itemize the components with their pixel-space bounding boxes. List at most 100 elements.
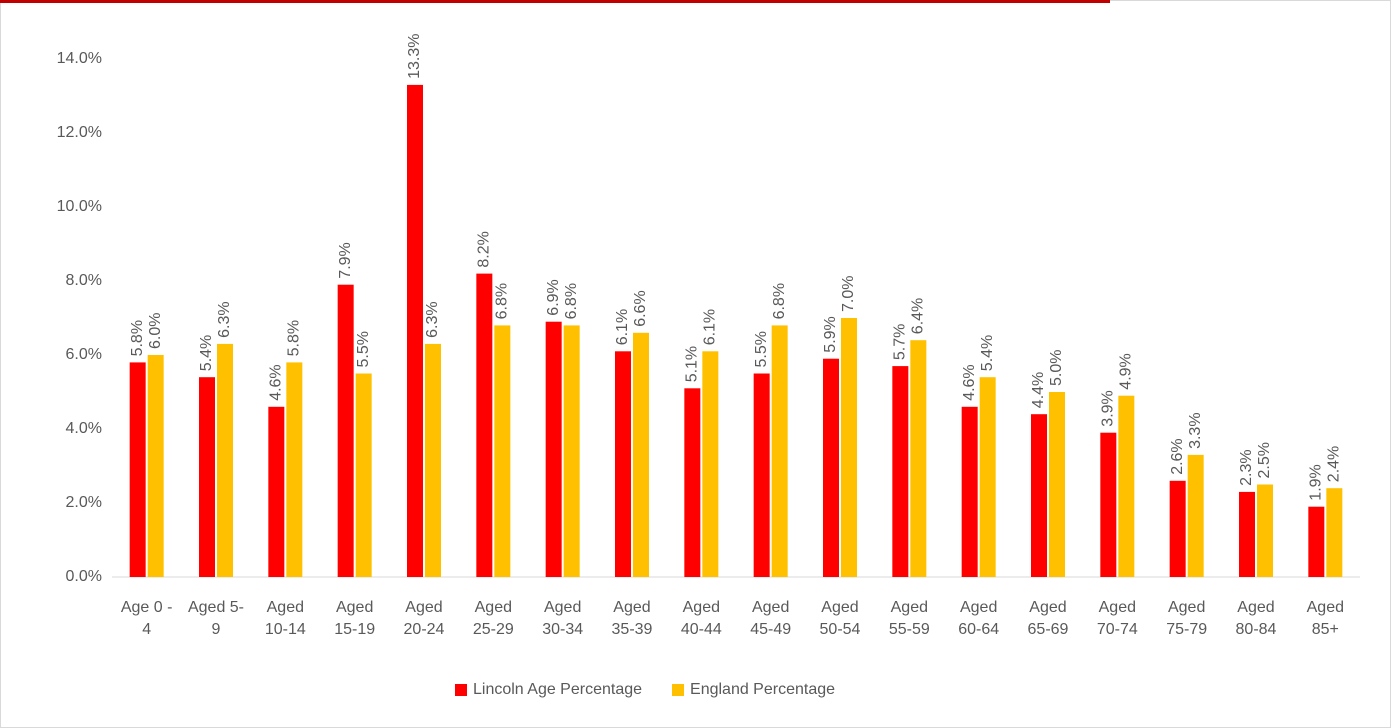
data-label: 5.9% bbox=[822, 316, 839, 352]
bar bbox=[337, 284, 354, 577]
legend-label: Lincoln Age Percentage bbox=[473, 681, 642, 698]
x-tick-label: Aged 30-34 bbox=[542, 599, 584, 638]
bar bbox=[771, 325, 788, 577]
bar bbox=[961, 406, 978, 577]
data-label: 6.1% bbox=[614, 309, 631, 345]
data-label: 6.1% bbox=[702, 309, 719, 345]
data-label: 4.9% bbox=[1118, 353, 1135, 389]
bar bbox=[823, 358, 839, 577]
data-label: 7.0% bbox=[840, 276, 857, 312]
bar bbox=[1031, 414, 1047, 577]
data-label: 5.4% bbox=[979, 335, 996, 371]
data-label: 4.4% bbox=[1030, 372, 1047, 408]
bar bbox=[979, 377, 996, 577]
bar bbox=[892, 366, 909, 577]
data-label: 2.4% bbox=[1326, 446, 1343, 482]
data-label: 5.8% bbox=[129, 320, 146, 356]
data-label: 13.3% bbox=[406, 34, 423, 79]
x-tick-label: Aged 75-79 bbox=[1166, 599, 1208, 638]
bar bbox=[1257, 484, 1273, 577]
bar bbox=[476, 273, 493, 577]
bar bbox=[355, 373, 372, 577]
y-tick-label: 0.0% bbox=[66, 568, 102, 585]
data-label: 1.9% bbox=[1308, 464, 1325, 500]
data-label: 2.3% bbox=[1238, 449, 1255, 485]
x-tick-label: Aged 35-39 bbox=[611, 599, 653, 638]
data-label: 5.5% bbox=[753, 331, 770, 367]
bar bbox=[1239, 491, 1255, 577]
bar bbox=[268, 406, 285, 577]
bar bbox=[1326, 488, 1343, 577]
data-label: 2.5% bbox=[1256, 442, 1273, 478]
x-tick-label: Aged 65-69 bbox=[1027, 599, 1069, 638]
x-tick-label: Aged 25-29 bbox=[472, 599, 514, 638]
x-tick-label: Aged 85+ bbox=[1306, 599, 1344, 638]
data-label: 6.9% bbox=[545, 279, 562, 315]
bar bbox=[407, 84, 423, 578]
legend-swatch bbox=[455, 684, 467, 696]
y-tick-label: 10.0% bbox=[57, 198, 102, 215]
bar bbox=[1187, 454, 1204, 577]
data-label: 4.6% bbox=[268, 364, 285, 400]
x-tick-label: Aged 50-54 bbox=[819, 599, 861, 638]
x-tick-label: Aged 15-19 bbox=[334, 599, 376, 638]
bar bbox=[286, 362, 303, 577]
bar bbox=[841, 318, 857, 577]
bar bbox=[1169, 480, 1186, 577]
x-tick-label: Aged 45-49 bbox=[750, 599, 792, 638]
x-tick-label: Aged 10-14 bbox=[264, 599, 306, 638]
data-label: 5.8% bbox=[286, 320, 303, 356]
data-label: 6.8% bbox=[771, 283, 788, 319]
bar bbox=[1100, 432, 1117, 577]
bar bbox=[425, 343, 441, 577]
data-label: 6.3% bbox=[424, 301, 441, 337]
bar bbox=[129, 362, 146, 577]
y-tick-label: 6.0% bbox=[66, 346, 102, 363]
data-label: 8.2% bbox=[476, 231, 493, 267]
bar bbox=[494, 325, 511, 577]
x-tick-label: Aged 40-44 bbox=[680, 599, 722, 638]
y-tick-label: 12.0% bbox=[57, 124, 102, 141]
bar bbox=[1118, 395, 1135, 577]
bar bbox=[1049, 392, 1065, 577]
x-tick-label: Aged 20-24 bbox=[403, 599, 445, 638]
bar bbox=[684, 388, 701, 577]
bar bbox=[563, 325, 580, 577]
data-label: 6.8% bbox=[494, 283, 511, 319]
data-label: 6.4% bbox=[910, 298, 927, 334]
y-tick-label: 8.0% bbox=[66, 272, 102, 289]
data-label: 6.3% bbox=[216, 301, 233, 337]
data-label: 5.5% bbox=[355, 331, 372, 367]
bar bbox=[910, 340, 927, 577]
data-label: 4.6% bbox=[961, 364, 978, 400]
bar bbox=[702, 351, 719, 577]
data-label: 5.7% bbox=[892, 324, 909, 360]
y-tick-label: 4.0% bbox=[66, 420, 102, 437]
legend-label: England Percentage bbox=[690, 681, 835, 698]
bar bbox=[633, 332, 649, 577]
bar bbox=[545, 321, 562, 577]
x-tick-label: Aged 55-59 bbox=[888, 599, 930, 638]
x-tick-label: Aged 80-84 bbox=[1235, 599, 1277, 638]
data-label: 2.6% bbox=[1169, 438, 1186, 474]
data-label: 5.4% bbox=[198, 335, 215, 371]
data-label: 3.3% bbox=[1187, 412, 1204, 448]
data-label: 3.9% bbox=[1100, 390, 1117, 426]
legend-swatch bbox=[672, 684, 685, 696]
data-label: 5.1% bbox=[684, 346, 701, 382]
x-tick-label: Aged 60-64 bbox=[958, 599, 1000, 638]
data-label: 6.0% bbox=[147, 313, 164, 349]
data-label: 6.6% bbox=[632, 290, 649, 326]
y-tick-label: 14.0% bbox=[57, 50, 102, 67]
x-tick-label: Aged 5-9 bbox=[187, 599, 245, 638]
data-label: 6.8% bbox=[563, 283, 580, 319]
y-tick-label: 2.0% bbox=[66, 494, 102, 511]
x-tick-label: Aged 70-74 bbox=[1096, 599, 1138, 638]
data-label: 5.0% bbox=[1048, 350, 1065, 386]
bar bbox=[753, 373, 770, 577]
data-label: 7.9% bbox=[337, 242, 354, 278]
x-tick-label: Age 0 - 4 bbox=[120, 599, 173, 638]
bar bbox=[147, 355, 164, 577]
